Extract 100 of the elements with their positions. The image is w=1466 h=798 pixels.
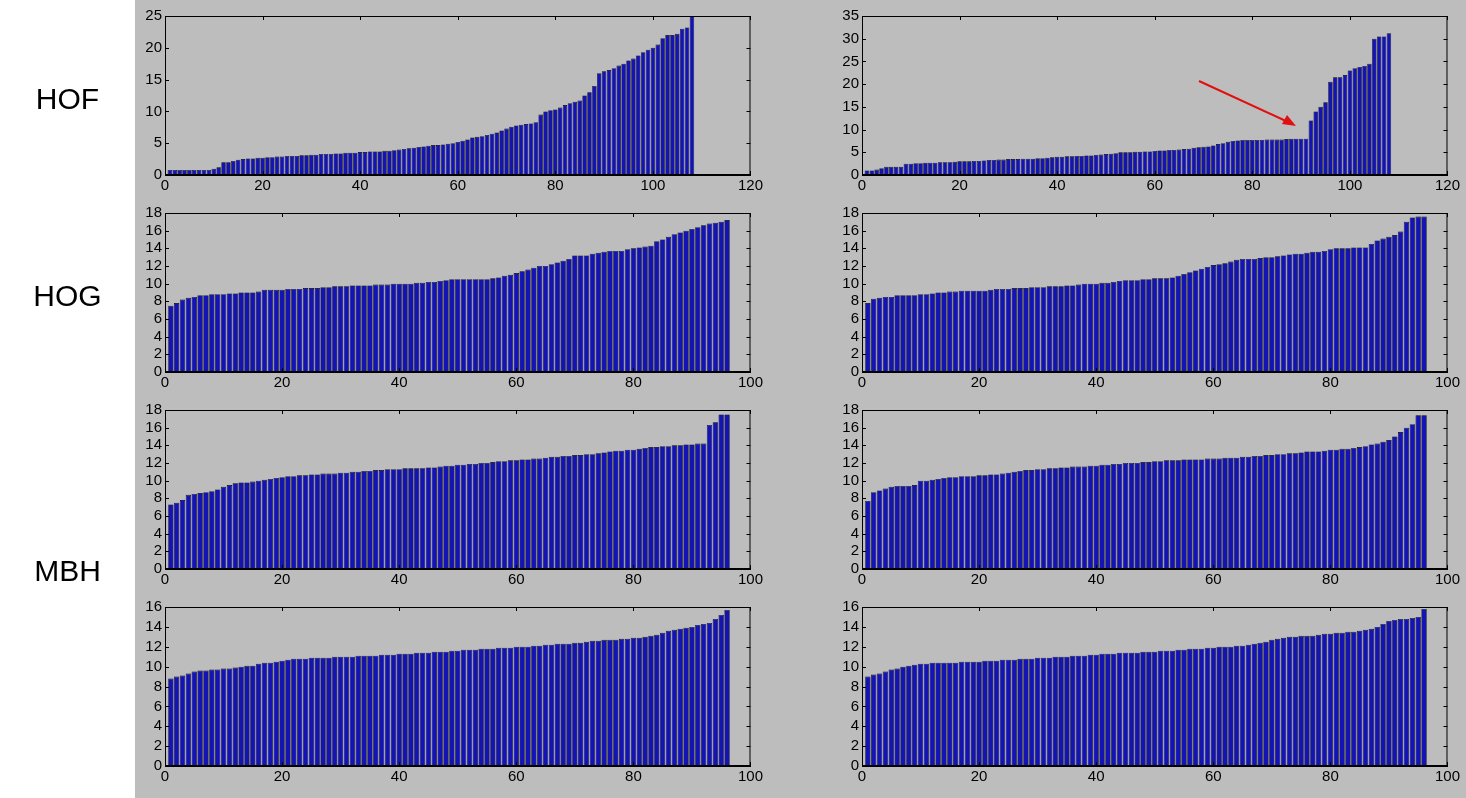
y-tick-label: 14 bbox=[145, 435, 162, 453]
x-tick-label: 40 bbox=[1087, 373, 1105, 391]
y-axis-title: HOG bbox=[32, 279, 103, 313]
y-tick-label: 16 bbox=[842, 597, 859, 615]
y-tick-label: 14 bbox=[145, 238, 162, 256]
y-tick-label: 20 bbox=[842, 74, 859, 92]
x-tick-label: 100 bbox=[1337, 176, 1363, 194]
x-tick-label: 60 bbox=[507, 767, 525, 785]
x-tick-label: 60 bbox=[449, 176, 467, 194]
x-tick-label: 60 bbox=[1204, 767, 1222, 785]
x-tick-label: 20 bbox=[273, 373, 291, 391]
y-tick-label: 30 bbox=[842, 28, 859, 46]
y-tick-label: 0 bbox=[850, 362, 859, 380]
x-tick-label: 120 bbox=[737, 176, 763, 194]
y-tick-label: 6 bbox=[153, 506, 162, 524]
y-tick-label: 12 bbox=[842, 453, 859, 471]
x-tick-label: 20 bbox=[970, 373, 988, 391]
x-tick-label: 80 bbox=[625, 373, 642, 391]
x-tick-label: 80 bbox=[1322, 570, 1339, 588]
y-tick-label: 4 bbox=[850, 716, 859, 734]
y-tick-label: 10 bbox=[842, 119, 859, 137]
x-tick-label: 60 bbox=[507, 570, 525, 588]
y-tick-label: 2 bbox=[153, 736, 162, 754]
x-tick-label: 100 bbox=[1434, 767, 1460, 785]
x-tick-label: 40 bbox=[351, 176, 369, 194]
x-tick-label: 60 bbox=[507, 373, 525, 391]
y-tick-label: 20 bbox=[145, 37, 162, 55]
y-tick-label: 15 bbox=[842, 97, 859, 114]
x-tick-label: 20 bbox=[970, 570, 988, 588]
x-tick-label: 100 bbox=[737, 767, 763, 785]
y-tick-label: 10 bbox=[145, 273, 162, 291]
y-tick-label: 5 bbox=[850, 142, 859, 160]
y-tick-label: 16 bbox=[145, 597, 162, 615]
y-tick-label: 8 bbox=[850, 291, 859, 309]
y-tick-label: 16 bbox=[145, 220, 162, 238]
x-tick-label: 100 bbox=[737, 570, 763, 588]
y-tick-label: 0 bbox=[153, 362, 162, 380]
y-tick-label: 6 bbox=[153, 696, 162, 714]
y-axis-title: MBH bbox=[33, 554, 102, 588]
y-tick-label: 14 bbox=[842, 617, 859, 635]
y-tick-label: 8 bbox=[153, 291, 162, 309]
x-tick-label: 60 bbox=[1146, 176, 1164, 194]
x-tick-label: 100 bbox=[640, 176, 666, 194]
x-tick-label: 100 bbox=[1434, 373, 1460, 391]
y-tick-label: 8 bbox=[153, 676, 162, 694]
x-tick-label: 60 bbox=[1204, 373, 1222, 391]
y-tick-label: 35 bbox=[842, 6, 859, 24]
y-tick-label: 8 bbox=[153, 488, 162, 506]
y-tick-label: 0 bbox=[153, 756, 162, 774]
y-tick-label: 0 bbox=[850, 756, 859, 774]
y-tick-label: 0 bbox=[153, 165, 162, 183]
x-tick-label: 20 bbox=[254, 176, 271, 194]
y-tick-label: 2 bbox=[850, 736, 859, 754]
y-tick-label: 0 bbox=[850, 559, 859, 577]
x-tick-label: 80 bbox=[625, 767, 642, 785]
y-tick-label: 18 bbox=[842, 203, 859, 221]
y-tick-label: 16 bbox=[145, 417, 162, 435]
y-tick-label: 12 bbox=[145, 256, 162, 274]
y-tick-label: 10 bbox=[145, 656, 162, 674]
x-tick-label: 20 bbox=[970, 767, 988, 785]
y-tick-label: 5 bbox=[153, 133, 162, 151]
y-tick-label: 18 bbox=[145, 203, 162, 221]
y-tick-label: 12 bbox=[145, 453, 162, 471]
y-tick-label: 4 bbox=[850, 326, 859, 344]
x-tick-label: 60 bbox=[1204, 570, 1222, 588]
x-tick-label: 40 bbox=[1048, 176, 1066, 194]
y-tick-label: 4 bbox=[153, 326, 162, 344]
y-tick-label: 4 bbox=[153, 716, 162, 734]
y-tick-label: 0 bbox=[153, 559, 162, 577]
y-tick-label: 12 bbox=[145, 636, 162, 654]
y-tick-label: 18 bbox=[145, 400, 162, 418]
y-tick-label: 10 bbox=[842, 273, 859, 291]
x-tick-label: 20 bbox=[273, 767, 291, 785]
x-tick-label: 100 bbox=[1434, 570, 1460, 588]
x-tick-label: 80 bbox=[1322, 373, 1339, 391]
y-tick-label: 18 bbox=[842, 400, 859, 418]
y-tick-label: 10 bbox=[842, 656, 859, 674]
x-tick-label: 80 bbox=[1322, 767, 1339, 785]
x-tick-label: 20 bbox=[951, 176, 968, 194]
x-tick-label: 120 bbox=[1434, 176, 1460, 194]
x-tick-label: 20 bbox=[273, 570, 291, 588]
x-tick-label: 40 bbox=[1087, 570, 1105, 588]
y-tick-label: 14 bbox=[842, 238, 859, 256]
y-tick-label: 12 bbox=[842, 636, 859, 654]
y-tick-label: 8 bbox=[850, 676, 859, 694]
y-tick-label: 16 bbox=[842, 220, 859, 238]
y-tick-label: 0 bbox=[850, 165, 859, 183]
y-tick-label: 4 bbox=[850, 523, 859, 541]
y-axis-title: HOF bbox=[34, 82, 101, 116]
y-tick-label: 14 bbox=[145, 617, 162, 635]
x-tick-label: 40 bbox=[390, 570, 408, 588]
y-tick-label: 25 bbox=[145, 6, 162, 24]
y-tick-label: 10 bbox=[842, 470, 859, 488]
y-tick-label: 6 bbox=[153, 309, 162, 327]
y-tick-label: 6 bbox=[850, 696, 859, 714]
y-tick-label: 10 bbox=[145, 101, 162, 119]
x-tick-label: 40 bbox=[1087, 767, 1105, 785]
y-tick-label: 12 bbox=[842, 256, 859, 274]
y-tick-label: 25 bbox=[842, 51, 859, 69]
y-tick-label: 2 bbox=[153, 541, 162, 559]
